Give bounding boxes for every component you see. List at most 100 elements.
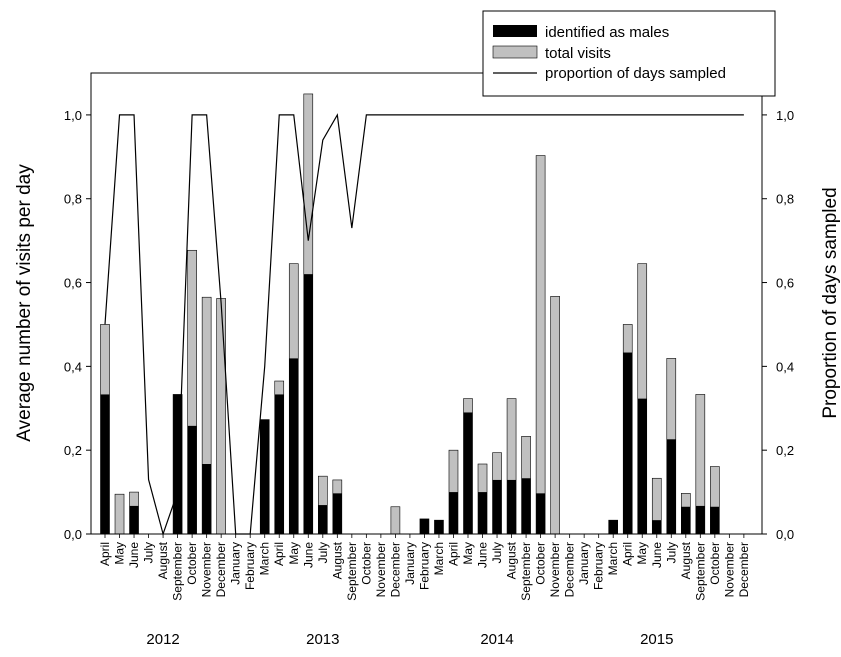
- bar-identified-males: [695, 505, 705, 534]
- y-right-tick-label: 0,4: [776, 359, 794, 374]
- bar-total-visits: [535, 155, 546, 535]
- y-right-tick-label: 0,2: [776, 443, 794, 458]
- x-tick-label: November: [374, 542, 388, 597]
- x-tick-label: July: [664, 542, 678, 563]
- y-left-tick-label: 0,2: [64, 443, 82, 458]
- bar-identified-males: [652, 520, 662, 534]
- bar-identified-males: [318, 505, 328, 534]
- x-tick-label: November: [200, 542, 214, 597]
- x-tick-label: April: [621, 542, 635, 566]
- year-label: 2015: [640, 631, 673, 648]
- x-tick-label: December: [563, 542, 577, 597]
- plot-frame: [90, 72, 763, 535]
- x-tick-label: April: [446, 542, 460, 566]
- x-tick-label: February: [592, 542, 606, 590]
- legend-swatch-males: [493, 25, 537, 37]
- x-tick-label: August: [156, 541, 170, 579]
- bar-identified-males: [463, 412, 473, 534]
- y-left-tick-label: 0,6: [64, 276, 82, 291]
- x-tick-label: March: [432, 542, 446, 575]
- x-tick-label: August: [679, 541, 693, 579]
- x-tick-label: October: [708, 542, 722, 585]
- bar-identified-males: [623, 352, 633, 534]
- bar-total-visits: [216, 298, 226, 535]
- y-right-tick-label: 1,0: [776, 108, 794, 123]
- x-tick-label: July: [316, 542, 330, 563]
- bar-identified-males: [260, 419, 270, 534]
- x-tick-label: August: [330, 541, 344, 579]
- axes-layer: [86, 114, 767, 538]
- y-right-tick-label: 0,6: [776, 276, 794, 291]
- y-axis-right-title: Proportion of days sampled: [820, 187, 841, 418]
- year-label: 2012: [146, 631, 179, 648]
- y-left-tick-label: 0,8: [64, 192, 82, 207]
- bar-identified-males: [507, 479, 517, 534]
- bar-identified-males: [608, 520, 618, 534]
- x-tick-label: November: [722, 542, 736, 597]
- bar-total-visits: [390, 506, 401, 535]
- y-left-tick-label: 0,0: [64, 527, 82, 542]
- bar-identified-males: [521, 478, 531, 534]
- bar-identified-males: [289, 358, 299, 534]
- x-tick-label: March: [606, 542, 620, 575]
- x-tick-label: May: [113, 542, 127, 565]
- bar-identified-males: [202, 464, 212, 534]
- bar-identified-males: [173, 394, 183, 534]
- legend-label-line: proportion of days sampled: [545, 65, 726, 82]
- bar-identified-males: [303, 274, 313, 534]
- line-proportion-days-sampled: [104, 113, 744, 537]
- x-tick-label: February: [243, 542, 257, 590]
- x-tick-label: June: [127, 542, 141, 568]
- bar-identified-males: [274, 394, 284, 534]
- x-tick-label: January: [403, 542, 417, 585]
- x-tick-label: May: [287, 542, 301, 565]
- bar-identified-males: [187, 425, 197, 534]
- x-tick-label: December: [737, 542, 751, 597]
- x-tick-label: September: [693, 542, 707, 601]
- x-tick-label: October: [185, 542, 199, 585]
- bar-identified-males: [536, 493, 546, 534]
- bar-identified-males: [419, 518, 429, 534]
- y-axis-left-title: Average number of visits per day: [14, 164, 35, 442]
- x-tick-label: July: [142, 542, 156, 563]
- bars-layer: [100, 93, 720, 535]
- year-label: 2014: [480, 631, 513, 648]
- bar-identified-males: [100, 394, 110, 534]
- x-tick-label: June: [650, 542, 664, 568]
- x-tick-label: December: [214, 542, 228, 597]
- bar-identified-males: [492, 479, 502, 534]
- bar-total-visits: [550, 296, 560, 535]
- x-tick-label: April: [98, 542, 112, 566]
- x-tick-label: January: [229, 542, 243, 585]
- y-left-tick-label: 0,4: [64, 359, 82, 374]
- x-tick-label: September: [345, 542, 359, 601]
- bar-identified-males: [710, 506, 720, 534]
- bar-identified-males: [129, 505, 139, 534]
- x-tick-label: May: [461, 542, 475, 565]
- bar-identified-males: [478, 492, 488, 534]
- x-tick-label: December: [388, 542, 402, 597]
- y-left-tick-label: 1,0: [64, 108, 82, 123]
- x-tick-label: January: [577, 542, 591, 585]
- x-tick-label: October: [534, 542, 548, 585]
- bar-identified-males: [666, 439, 676, 534]
- x-tick-label: May: [635, 542, 649, 565]
- x-tick-label: June: [301, 542, 315, 568]
- line-layer: [104, 113, 744, 537]
- year-label: 2013: [306, 631, 339, 648]
- legend-label-males: identified as males: [545, 24, 669, 41]
- x-tick-label: March: [258, 542, 272, 575]
- x-tick-label: November: [548, 542, 562, 597]
- y-right-tick-label: 0,8: [776, 192, 794, 207]
- x-tick-label: September: [171, 542, 185, 601]
- legend-swatch-total: [492, 45, 538, 59]
- x-tick-label: October: [359, 542, 373, 585]
- legend: identified as males total visits proport…: [482, 10, 776, 97]
- bar-identified-males: [332, 493, 342, 534]
- legend-label-total: total visits: [545, 45, 611, 62]
- bar-identified-males: [448, 492, 458, 534]
- x-tick-label: June: [476, 542, 490, 568]
- x-tick-label: April: [272, 542, 286, 566]
